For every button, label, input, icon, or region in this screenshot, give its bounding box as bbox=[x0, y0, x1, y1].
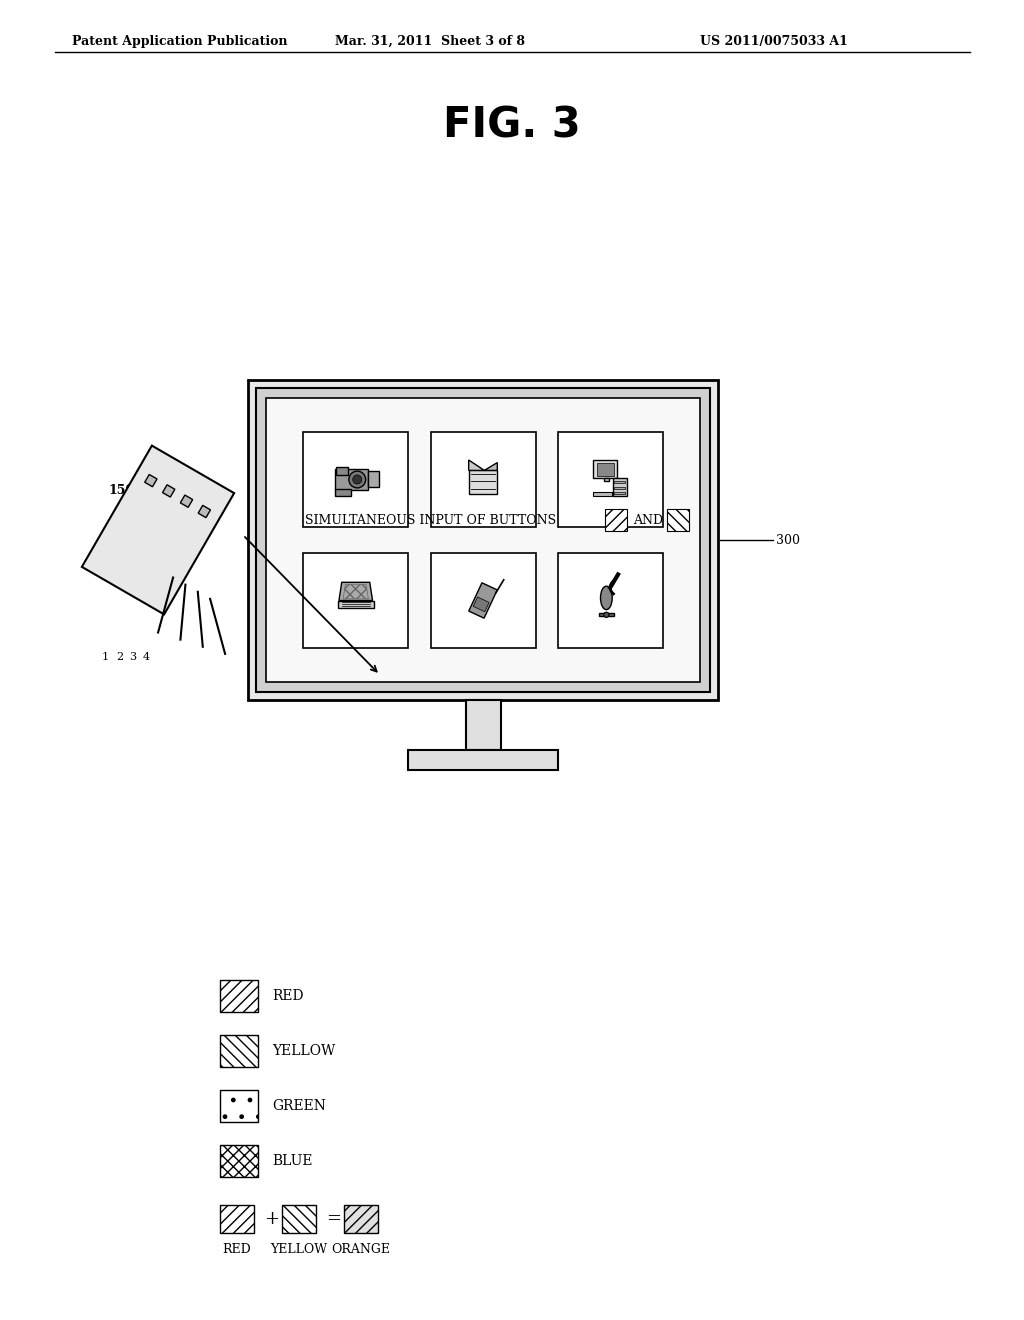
Bar bbox=[605, 510, 627, 531]
Bar bbox=[220, 1090, 258, 1122]
Polygon shape bbox=[469, 459, 484, 470]
Bar bbox=[336, 466, 348, 475]
Bar bbox=[469, 470, 498, 494]
Bar bbox=[593, 459, 616, 478]
Text: 4: 4 bbox=[142, 652, 150, 663]
Bar bbox=[593, 492, 611, 496]
Text: 2: 2 bbox=[117, 652, 124, 663]
Text: RED: RED bbox=[272, 989, 303, 1003]
Bar bbox=[282, 1205, 316, 1233]
Bar bbox=[266, 399, 700, 682]
Bar bbox=[408, 750, 558, 770]
Text: 300: 300 bbox=[776, 533, 800, 546]
Bar bbox=[303, 432, 409, 527]
Bar bbox=[614, 482, 625, 483]
Ellipse shape bbox=[600, 586, 612, 610]
Bar bbox=[369, 470, 379, 487]
Bar bbox=[220, 1144, 258, 1177]
Bar bbox=[466, 700, 501, 750]
Bar bbox=[335, 469, 368, 490]
Text: 3: 3 bbox=[129, 652, 136, 663]
Text: Patent Application Publication: Patent Application Publication bbox=[72, 36, 288, 48]
Text: AND: AND bbox=[633, 513, 664, 527]
Polygon shape bbox=[343, 585, 369, 599]
Text: ORANGE: ORANGE bbox=[332, 1243, 390, 1257]
Bar bbox=[335, 490, 351, 496]
Bar bbox=[220, 1205, 254, 1233]
Text: =: = bbox=[326, 1210, 341, 1228]
Polygon shape bbox=[469, 583, 498, 618]
Text: YELLOW: YELLOW bbox=[272, 1044, 335, 1059]
Bar bbox=[430, 553, 536, 648]
Text: +: + bbox=[264, 1210, 279, 1228]
Bar bbox=[303, 553, 409, 648]
Polygon shape bbox=[180, 495, 193, 507]
Text: 1: 1 bbox=[101, 652, 109, 663]
Bar bbox=[430, 432, 536, 527]
Bar bbox=[614, 492, 625, 494]
Bar bbox=[667, 510, 689, 531]
Polygon shape bbox=[144, 474, 157, 487]
Text: GREEN: GREEN bbox=[272, 1100, 326, 1113]
Bar bbox=[614, 487, 625, 488]
Bar bbox=[344, 1205, 378, 1233]
Polygon shape bbox=[473, 597, 489, 611]
Text: 150: 150 bbox=[108, 484, 134, 498]
Circle shape bbox=[349, 471, 366, 488]
Bar bbox=[604, 478, 609, 480]
Polygon shape bbox=[484, 462, 498, 470]
Bar bbox=[256, 388, 710, 692]
Text: Mar. 31, 2011  Sheet 3 of 8: Mar. 31, 2011 Sheet 3 of 8 bbox=[335, 36, 525, 48]
Bar bbox=[599, 612, 614, 616]
Text: FIG. 3: FIG. 3 bbox=[443, 106, 581, 147]
Circle shape bbox=[604, 612, 609, 618]
Bar bbox=[558, 553, 663, 648]
Bar bbox=[248, 380, 718, 700]
Bar bbox=[220, 979, 258, 1012]
Bar bbox=[220, 1035, 258, 1067]
Text: BLUE: BLUE bbox=[272, 1154, 312, 1168]
Polygon shape bbox=[82, 446, 234, 614]
Bar bbox=[338, 601, 374, 609]
Polygon shape bbox=[163, 484, 175, 498]
Bar bbox=[558, 432, 663, 527]
Bar bbox=[597, 463, 613, 475]
Bar bbox=[612, 478, 627, 496]
Circle shape bbox=[352, 475, 361, 484]
Polygon shape bbox=[199, 506, 211, 517]
Text: RED: RED bbox=[222, 1243, 251, 1257]
Polygon shape bbox=[339, 582, 373, 601]
Text: US 2011/0075033 A1: US 2011/0075033 A1 bbox=[700, 36, 848, 48]
Text: SIMULTANEOUS INPUT OF BUTTONS: SIMULTANEOUS INPUT OF BUTTONS bbox=[305, 513, 556, 527]
Text: YELLOW: YELLOW bbox=[270, 1243, 328, 1257]
